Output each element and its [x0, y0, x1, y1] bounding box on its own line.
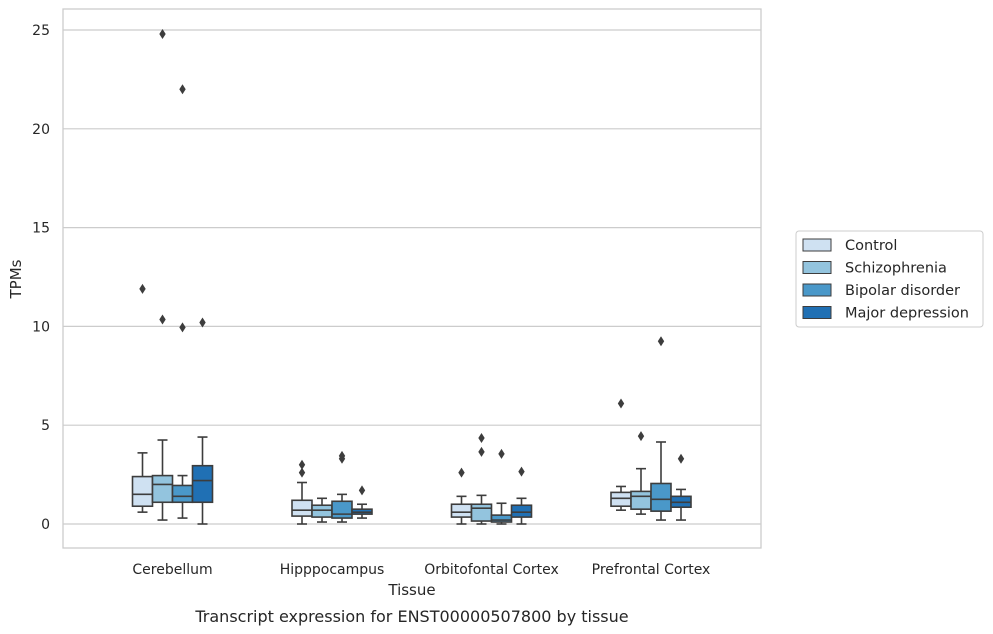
legend-swatch [802, 306, 832, 319]
legend-swatch [802, 261, 832, 274]
outlier-point [478, 433, 485, 444]
y-tick-label: 20 [32, 122, 50, 138]
legend-label: Bipolar disorder [845, 283, 960, 299]
box-schizophrenia [470, 433, 493, 525]
outlier-point [617, 398, 625, 409]
box-major-depression [191, 317, 214, 525]
y-tick-label: 5 [41, 418, 50, 434]
box-control [610, 398, 632, 511]
x-tick-label: Hipppocampus [280, 562, 385, 578]
outlier-point [637, 431, 645, 442]
outlier-point [159, 314, 166, 325]
box-iqr [610, 491, 632, 508]
outlier-point [478, 446, 485, 457]
box-iqr [171, 484, 194, 504]
box-iqr [311, 504, 333, 518]
box-iqr [151, 474, 174, 504]
box-iqr [131, 475, 154, 508]
box-iqr [510, 504, 533, 518]
box-iqr [490, 514, 513, 523]
plot-area [62, 8, 762, 549]
box-major-depression [351, 485, 373, 519]
box-control [291, 459, 313, 525]
box-control [131, 283, 154, 513]
x-tick-label: Prefrontal Cortex [592, 562, 711, 578]
legend-label: Major depression [845, 306, 969, 322]
y-tick-label: 10 [32, 319, 50, 335]
outlier-point [498, 448, 505, 459]
x-axis-label: Tissue [387, 581, 435, 599]
legend-swatch [802, 283, 832, 297]
outlier-point [159, 28, 166, 39]
legend: Control Schizophrenia Bipolar disorder Majo… [795, 230, 984, 328]
x-tick-labels: Cerebellum Hipppocampus Orbitofontal Corte… [132, 562, 710, 578]
y-tick-label: 15 [32, 221, 50, 237]
box-groups [131, 28, 692, 525]
legend-swatch [802, 238, 832, 252]
box-control [450, 467, 473, 525]
outlier-point [518, 466, 525, 477]
chart-caption: Transcript expression for ENST0000050780… [194, 607, 628, 626]
box-iqr [191, 464, 214, 504]
y-tick-label: 0 [41, 517, 50, 533]
box-iqr [450, 503, 473, 518]
outlier-point [179, 322, 186, 333]
box-bipolar-disorder [490, 448, 513, 525]
y-tick-labels: 0 5 10 15 20 25 [32, 23, 50, 533]
gridlines [63, 29, 761, 525]
outlier-point [677, 453, 685, 464]
outlier-point [199, 317, 206, 328]
box-schizophrenia [151, 28, 174, 521]
outlier-point [458, 467, 465, 478]
box-iqr [291, 499, 313, 517]
box-iqr [650, 482, 672, 512]
legend-label: Control [845, 238, 897, 254]
outlier-point [338, 450, 346, 461]
outlier-point [298, 467, 306, 478]
box-major-depression [670, 453, 692, 521]
x-tick-label: Cerebellum [132, 562, 212, 578]
legend-frame [795, 230, 984, 328]
y-tick-label: 25 [32, 23, 50, 39]
box-schizophrenia [311, 497, 333, 523]
x-tick-label: Orbitofontal Cortex [424, 562, 559, 578]
box-major-depression [510, 466, 533, 525]
box-iqr [630, 490, 652, 510]
y-axis-label: TPMs [7, 259, 25, 299]
outlier-point [139, 283, 146, 294]
outlier-point [179, 84, 186, 95]
outlier-point [358, 485, 366, 496]
box-iqr [470, 503, 493, 522]
box-iqr [331, 500, 353, 519]
outlier-point [298, 459, 306, 470]
legend-label: Schizophrenia [845, 261, 947, 277]
outlier-point [657, 336, 665, 347]
